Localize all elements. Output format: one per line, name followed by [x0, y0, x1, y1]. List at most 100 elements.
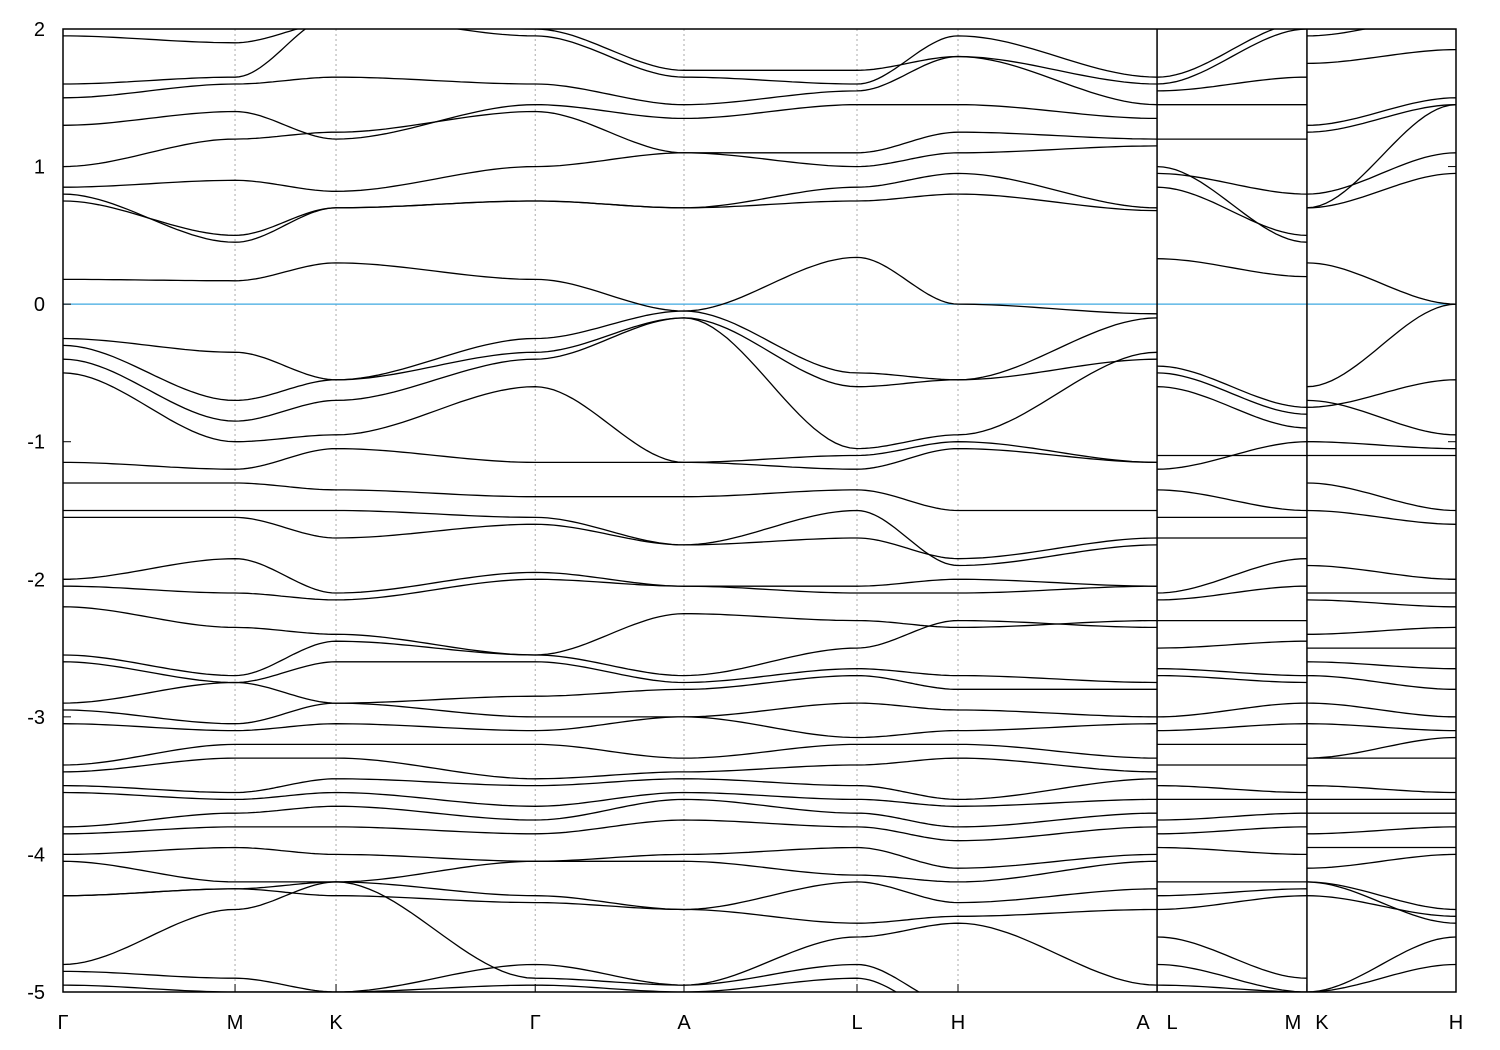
- band-19: [1306, 784, 1456, 794]
- band-28: [1157, 963, 1307, 992]
- band-14: [1306, 674, 1456, 690]
- band-31: [1157, 186, 1307, 237]
- band-16: [1157, 723, 1307, 732]
- band-11: [63, 606, 1158, 656]
- band-35: [1157, 76, 1307, 92]
- band-21: [63, 798, 1158, 828]
- band-10: [1157, 585, 1307, 601]
- band-1: [1306, 303, 1456, 388]
- band-3: [1157, 386, 1307, 429]
- y-tick-label: 1: [34, 157, 45, 179]
- band-36: [63, 29, 1158, 85]
- band-15: [63, 702, 1158, 725]
- band-6: [63, 482, 1158, 512]
- band-37: [1157, 29, 1276, 78]
- band-23: [63, 846, 1158, 869]
- x-tick-label: L: [1166, 1012, 1177, 1034]
- y-tick-label: -3: [27, 707, 45, 729]
- x-tick-label: L: [851, 1012, 862, 1034]
- band-29: [1157, 984, 1307, 992]
- y-tick-label: -5: [27, 982, 45, 1004]
- band-25: [63, 881, 1158, 911]
- x-tick-label: K: [1315, 1012, 1329, 1034]
- band-0: [1157, 258, 1307, 278]
- band-25: [1157, 888, 1307, 897]
- band-37: [63, 29, 1158, 85]
- band-2: [63, 317, 1158, 402]
- band-16: [1306, 723, 1456, 732]
- band-5: [63, 447, 1158, 470]
- band-7: [63, 509, 1158, 567]
- band-0: [1306, 262, 1456, 305]
- band-8: [63, 516, 1158, 560]
- band-1: [1157, 372, 1307, 415]
- y-axis: -5 -4 -3 -2 -1 0 1 2: [27, 19, 1456, 1004]
- band-14: [63, 674, 1158, 704]
- band-26: [63, 888, 1158, 924]
- band-31: [1306, 172, 1456, 209]
- band-34: [1306, 97, 1456, 126]
- x-tick-label: H: [951, 1012, 965, 1034]
- band-24: [1306, 853, 1456, 869]
- band-23: [1157, 846, 1307, 856]
- band-10: [1306, 599, 1456, 608]
- band-9: [1157, 558, 1307, 594]
- band-19: [63, 778, 1158, 801]
- band-13: [63, 661, 1158, 684]
- band-32: [63, 145, 1158, 192]
- band-13: [1157, 668, 1307, 677]
- band-13: [1306, 661, 1456, 670]
- x-tick-label: K: [329, 1012, 343, 1034]
- band-3: [1306, 399, 1456, 436]
- band-27: [1157, 936, 1307, 979]
- band-17: [63, 743, 1158, 766]
- band-32: [1157, 165, 1307, 243]
- y-tick-label: 2: [34, 19, 45, 41]
- x-tick-label: Γ: [530, 1012, 541, 1034]
- band-10: [63, 578, 1158, 601]
- y-tick-label: -4: [27, 844, 45, 866]
- band-28: [1306, 936, 1456, 992]
- band-12: [1157, 640, 1307, 649]
- band-33: [63, 110, 1158, 168]
- band-20: [63, 791, 1158, 807]
- band-12: [63, 619, 1158, 677]
- band-21: [1157, 812, 1307, 821]
- x-tick-label: A: [677, 1012, 691, 1034]
- x-tick-label: A: [1136, 1012, 1150, 1034]
- band-2: [1157, 365, 1307, 408]
- band-36: [1157, 29, 1307, 85]
- band-35: [63, 55, 1158, 106]
- band-15: [1157, 702, 1307, 718]
- band-3: [63, 317, 1158, 450]
- band-14: [1157, 674, 1307, 684]
- band-17: [1306, 736, 1456, 759]
- band-4: [63, 372, 1158, 464]
- band-18: [63, 757, 1158, 780]
- y-tick-label: -1: [27, 432, 45, 454]
- band-27: [63, 881, 1158, 986]
- band-1: [63, 310, 1158, 381]
- x-tick-label: Γ: [57, 1012, 68, 1034]
- band-33: [1306, 104, 1456, 133]
- band-8: [1306, 564, 1456, 580]
- band-7: [1306, 509, 1456, 525]
- band-22: [1157, 826, 1307, 835]
- band-35: [1306, 48, 1456, 65]
- band-37: [1306, 29, 1368, 37]
- band-6: [1306, 482, 1456, 512]
- band-28: [63, 963, 1158, 992]
- band-6: [1157, 489, 1307, 512]
- x-tick-label: H: [1449, 1012, 1463, 1034]
- band-27: [1306, 881, 1456, 924]
- bands-layer: [63, 29, 1456, 992]
- band-11: [1306, 626, 1456, 635]
- y-tick-label: -2: [27, 569, 45, 591]
- x-tick-label: M: [1285, 1012, 1302, 1034]
- plot-border: [62, 28, 1457, 993]
- band-25: [1306, 881, 1456, 911]
- plot-frame: [62, 28, 1457, 993]
- band-34: [63, 104, 1158, 140]
- band-24: [63, 860, 1158, 883]
